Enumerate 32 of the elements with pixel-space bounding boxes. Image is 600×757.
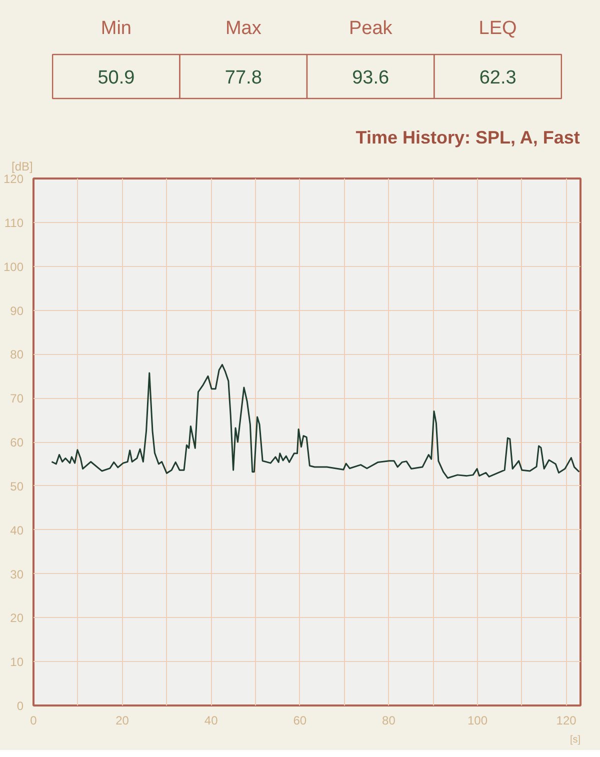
data-label: 62.3 (479, 68, 516, 88)
y-tick-label: 70 (10, 392, 24, 406)
data-label: 50.9 (98, 68, 135, 88)
x-tick-label: 40 (204, 714, 218, 728)
line-series (50, 364, 580, 479)
y-tick-label: 30 (10, 567, 24, 582)
y-tick-label: 100 (3, 260, 24, 274)
y-tick-label: 60 (10, 436, 24, 450)
category-label: LEQ (478, 18, 517, 39)
category-label: Max (225, 18, 262, 39)
x-tick-label: 20 (116, 714, 130, 728)
category-label: Peak (348, 18, 393, 39)
y-tick-label: 10 (10, 655, 24, 670)
y-tick-label: 120 (3, 172, 24, 186)
y-tick-label: 0 (16, 699, 24, 713)
y-tick-label: 50 (10, 479, 24, 494)
category-label: Min (100, 18, 132, 39)
x-axis-title: [s] (570, 734, 581, 746)
y-tick-label: 20 (10, 611, 24, 626)
x-tick-label: 120 (556, 714, 577, 728)
y-tick-label: 110 (4, 216, 24, 230)
data-label: 93.6 (352, 68, 390, 88)
y-tick-label: 80 (10, 348, 24, 362)
x-tick-label: 0 (30, 714, 38, 728)
data-label: 77.8 (224, 68, 262, 88)
y-axis-title: [dB] (12, 160, 33, 174)
x-tick-label: 60 (293, 714, 307, 728)
x-tick-label: 80 (382, 714, 396, 728)
y-tick-label: 40 (10, 523, 24, 538)
x-tick-label: 100 (467, 714, 488, 728)
chart-title: Time History: SPL, A, Fast (356, 128, 580, 148)
y-tick-label: 90 (10, 304, 24, 318)
